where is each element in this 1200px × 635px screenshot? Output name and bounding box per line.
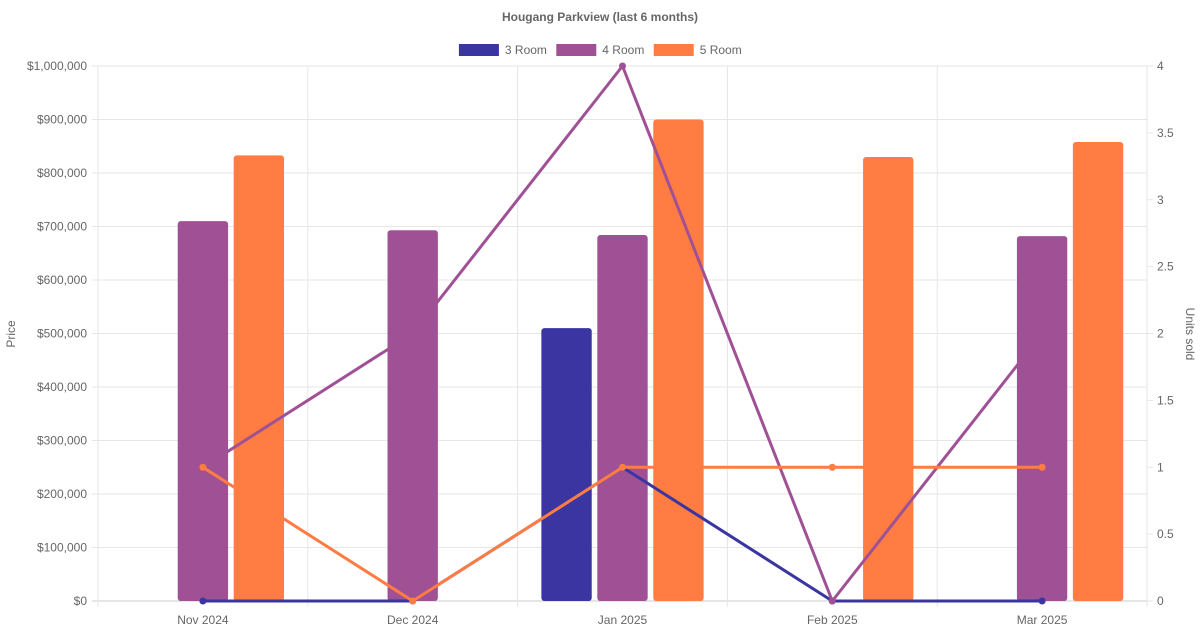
point-5-room	[619, 463, 626, 471]
bar-3-room	[541, 328, 592, 601]
bar-5-room	[1072, 141, 1124, 601]
bar-5-room	[653, 119, 704, 601]
y-right-tick-label: 0	[1157, 594, 1164, 608]
y-right-tick-label: 0.5	[1157, 527, 1174, 541]
y-right-tick-label: 3.5	[1157, 126, 1174, 140]
legend-label: 3 Room	[505, 43, 547, 57]
legend-swatch	[556, 44, 597, 56]
y-right-tick-label: 3	[1157, 193, 1164, 207]
point-4-room	[1038, 330, 1046, 337]
y-left-tick-label: $200,000	[37, 487, 87, 501]
y-left-tick-label: $900,000	[37, 113, 87, 127]
point-5-room	[409, 597, 417, 605]
x-tick-label: Jan 2025	[598, 613, 648, 627]
bar-4-room	[387, 230, 438, 601]
point-4-room	[619, 62, 626, 70]
y-left-axis-label: Price	[4, 320, 18, 348]
legend-swatch	[458, 44, 499, 56]
bars	[177, 119, 1124, 601]
y-right-tick-label: 1.5	[1157, 393, 1174, 407]
y-right-tick-label: 2	[1157, 327, 1164, 341]
x-tick-label: Nov 2024	[177, 613, 229, 627]
legend-label: 5 Room	[700, 43, 742, 57]
bar-5-room	[233, 155, 285, 601]
y-left-tick-label: $600,000	[37, 273, 87, 287]
bar-4-room	[597, 235, 648, 601]
y-left-tick-label: $0	[74, 594, 88, 608]
point-3-room	[199, 597, 207, 605]
point-4-room	[828, 597, 836, 605]
axes: $0 $100,000 $200,000 $300,000 $400,000 $500,0…	[27, 59, 1174, 627]
y-left-tick-label: $700,000	[37, 220, 87, 234]
bar-5-room	[863, 156, 914, 601]
y-left-tick-label: $100,000	[37, 541, 87, 555]
x-tick-label: Mar 2025	[1017, 613, 1068, 627]
y-right-axis-label: Units sold	[1183, 308, 1197, 361]
lines	[199, 62, 1046, 605]
point-3-room	[1038, 597, 1046, 605]
legend: 3 Room 4 Room 5 Room	[458, 43, 742, 57]
y-right-tick-label: 2.5	[1157, 260, 1174, 274]
x-tick-label: Dec 2024	[387, 613, 439, 627]
bar-4-room	[177, 221, 229, 601]
chart-title: Hougang Parkview (last 6 months)	[502, 10, 698, 24]
y-left-tick-label: $400,000	[37, 380, 87, 394]
legend-swatch	[653, 44, 694, 56]
y-left-tick-label: $300,000	[37, 434, 87, 448]
point-5-room	[1038, 463, 1046, 471]
y-left-tick-label: $1,000,000	[27, 59, 87, 73]
point-4-room	[409, 330, 417, 337]
bar-4-room	[1016, 236, 1068, 601]
y-left-tick-label: $800,000	[37, 166, 87, 180]
y-right-tick-label: 1	[1157, 460, 1164, 474]
point-5-room	[199, 463, 207, 471]
y-left-tick-label: $500,000	[37, 327, 87, 341]
legend-label: 4 Room	[602, 43, 644, 57]
y-right-tick-label: 4	[1157, 59, 1164, 73]
point-5-room	[828, 463, 836, 471]
x-tick-label: Feb 2025	[807, 613, 858, 627]
